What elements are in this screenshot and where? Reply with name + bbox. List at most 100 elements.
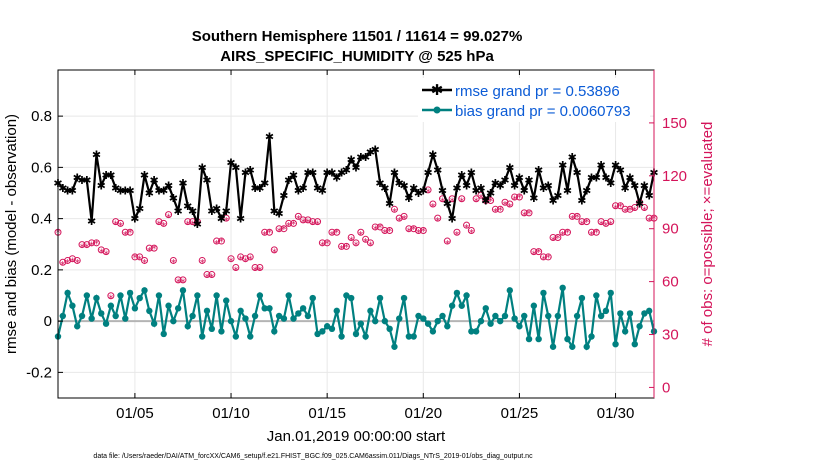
obs-evaluated-marker: * [363, 237, 368, 248]
obs-possible-marker [68, 255, 76, 263]
obs-evaluated-marker: * [209, 272, 214, 283]
rmse-point: ✱ [342, 164, 351, 177]
x-axis-label: Jan.01,2019 00:00:00 start [267, 428, 446, 445]
x-tick-label: 01/25 [501, 405, 539, 422]
obs-possible-marker [554, 234, 562, 242]
obs-evaluated-marker: * [589, 230, 594, 241]
obs-possible-marker [107, 292, 115, 300]
obs-possible-marker [275, 225, 283, 233]
rmse-point: ✱ [399, 179, 408, 192]
rmse-point: ✱ [414, 187, 423, 200]
obs-possible-marker [285, 219, 293, 227]
obs-possible-marker [131, 253, 139, 261]
obs-possible-marker [501, 198, 509, 206]
obs-evaluated-marker: * [469, 228, 474, 239]
obs-evaluated-marker: * [613, 204, 618, 215]
bias-point [160, 330, 167, 338]
obs-evaluated-marker: * [599, 219, 604, 230]
rmse-point: ✱ [222, 205, 231, 218]
rmse-point: ✱ [270, 205, 279, 218]
rmse-point: ✱ [544, 179, 553, 192]
rmse-point: ✱ [140, 169, 149, 182]
obs-possible-marker [241, 255, 249, 263]
obs-evaluated-marker: * [584, 218, 589, 229]
obs-possible-marker [342, 242, 350, 250]
obs-possible-marker [294, 212, 302, 220]
bias-point [645, 307, 653, 315]
rmse-point: ✱ [226, 156, 235, 169]
obs-possible-marker [237, 253, 245, 261]
obs-evaluated-marker: * [546, 253, 551, 264]
rmse-point: ✱ [313, 182, 322, 195]
obs-evaluated-marker: * [464, 223, 469, 234]
obs-evaluated-marker: * [267, 228, 272, 239]
bias-point [285, 292, 292, 299]
obs-evaluated-marker: * [450, 196, 455, 207]
obs-evaluated-marker: * [248, 255, 253, 266]
bias-point [309, 294, 316, 302]
bias-point [597, 312, 605, 320]
left-tick-label: 0.4 [31, 211, 52, 228]
obs-possible-marker [184, 218, 192, 226]
obs-evaluated-marker: * [214, 239, 219, 250]
right-tick-label: 90 [662, 221, 679, 238]
obs-possible-marker [366, 239, 374, 247]
rmse-point: ✱ [606, 177, 615, 190]
obs-evaluated-marker: * [642, 205, 647, 216]
rmse-point: ✱ [404, 192, 413, 205]
rmse-point: ✱ [217, 213, 226, 226]
obs-possible-marker [597, 218, 605, 226]
rmse-point: ✱ [97, 179, 106, 192]
obs-possible-marker [290, 219, 298, 227]
obs-evaluated-marker: * [551, 235, 556, 246]
rmse-point: ✱ [361, 151, 370, 164]
rmse-point: ✱ [500, 174, 509, 187]
obs-evaluated-marker: * [142, 258, 147, 269]
rmse-point: ✱ [337, 167, 346, 180]
obs-evaluated-marker: * [320, 241, 325, 252]
obs-evaluated-marker: * [454, 230, 459, 241]
obs-evaluated-marker: * [522, 211, 527, 222]
obs-possible-marker [121, 228, 129, 236]
obs-possible-marker [112, 218, 120, 226]
obs-evaluated-marker: * [647, 216, 652, 227]
obs-possible-marker [535, 248, 543, 256]
bias-point [227, 317, 235, 325]
obs-evaluated-marker: * [339, 244, 344, 255]
bias-point [208, 325, 216, 333]
obs-possible-marker [563, 228, 571, 236]
obs-possible-marker [592, 228, 600, 236]
bias-point [256, 292, 264, 299]
obs-evaluated-marker: * [180, 278, 185, 289]
rmse-point: ✱ [260, 177, 269, 190]
bias-point [516, 323, 523, 330]
legend: ✱ rmse grand pr = 0.53896 bias grand pr … [418, 78, 650, 122]
obs-evaluated-marker: * [89, 241, 94, 252]
obs-evaluated-marker: * [310, 219, 315, 230]
bias-point [213, 292, 220, 299]
obs-evaluated-marker: * [315, 219, 320, 230]
x-tick-label: 01/15 [308, 405, 346, 422]
obs-evaluated-marker: * [219, 237, 224, 248]
x-tick-label: 01/05 [116, 405, 154, 422]
rmse-point: ✱ [443, 197, 452, 210]
rmse-point: ✱ [505, 161, 514, 174]
bias-point [304, 312, 312, 320]
bias-point [405, 333, 413, 340]
bias-point [141, 287, 148, 294]
rmse-point: ✱ [87, 215, 96, 228]
bias-point [472, 328, 480, 335]
bias-point [424, 320, 432, 327]
obs-possible-marker [357, 228, 365, 236]
obs-possible-marker [621, 205, 629, 213]
rmse-point: ✱ [111, 182, 120, 195]
rmse-point: ✱ [101, 169, 110, 182]
obs-evaluated-marker: * [483, 198, 488, 209]
obs-evaluated-marker: * [570, 214, 575, 225]
obs-possible-marker [136, 253, 144, 261]
left-tick-label: 0.2 [31, 262, 52, 279]
obs-evaluated-marker: * [632, 205, 637, 216]
obs-evaluated-marker: * [435, 216, 440, 227]
obs-possible-marker [559, 228, 567, 236]
rmse-point: ✱ [467, 167, 476, 180]
